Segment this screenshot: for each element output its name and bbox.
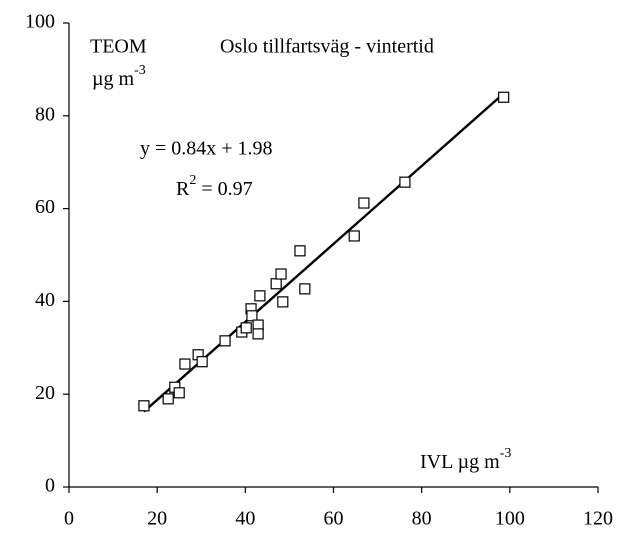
point: [252, 328, 264, 340]
x-tick-label: 120: [583, 508, 613, 530]
point: [498, 91, 510, 103]
r2-base: R: [176, 178, 190, 200]
y-tick-label: 0: [45, 475, 55, 497]
r2-rest: = 0.97: [196, 178, 252, 200]
x-tick-label: 60: [324, 508, 344, 530]
x-tick-label: 20: [147, 508, 167, 530]
y-tick-label: 40: [35, 289, 55, 311]
y-axis-unit: µg m-3: [92, 63, 146, 89]
point: [299, 283, 311, 295]
point: [173, 387, 185, 399]
x-label-base: IVL µg m: [420, 451, 500, 473]
point: [277, 296, 289, 308]
point: [179, 358, 191, 370]
x-label-sup: -3: [500, 446, 512, 461]
point: [275, 268, 287, 280]
y-axis-name: TEOM: [90, 36, 147, 58]
point: [399, 176, 411, 188]
y-tick-label: 20: [35, 382, 55, 404]
point: [246, 310, 258, 322]
point: [254, 290, 266, 302]
y-tick-label: 80: [35, 103, 55, 125]
r-squared: R2 = 0.97: [176, 173, 253, 199]
unit-base: µg m: [92, 68, 135, 90]
r2-sup: 2: [189, 173, 196, 188]
y-tick-label: 100: [25, 11, 55, 33]
point: [270, 278, 282, 290]
point: [138, 400, 150, 412]
point: [196, 356, 208, 368]
point: [358, 197, 370, 209]
x-tick-label: 100: [495, 508, 525, 530]
point: [162, 393, 174, 405]
point: [294, 245, 306, 257]
point: [219, 335, 231, 347]
x-axis-label: IVL µg m-3: [420, 446, 511, 472]
point: [240, 322, 252, 334]
x-tick-label: 40: [235, 508, 255, 530]
chart-title: Oslo tillfartsväg - vintertid: [220, 36, 434, 58]
x-tick-label: 0: [64, 508, 74, 530]
point: [348, 230, 360, 242]
x-tick-label: 80: [412, 508, 432, 530]
unit-sup: -3: [134, 63, 146, 78]
y-tick-label: 60: [35, 196, 55, 218]
equation: y = 0.84x + 1.98: [140, 138, 273, 160]
